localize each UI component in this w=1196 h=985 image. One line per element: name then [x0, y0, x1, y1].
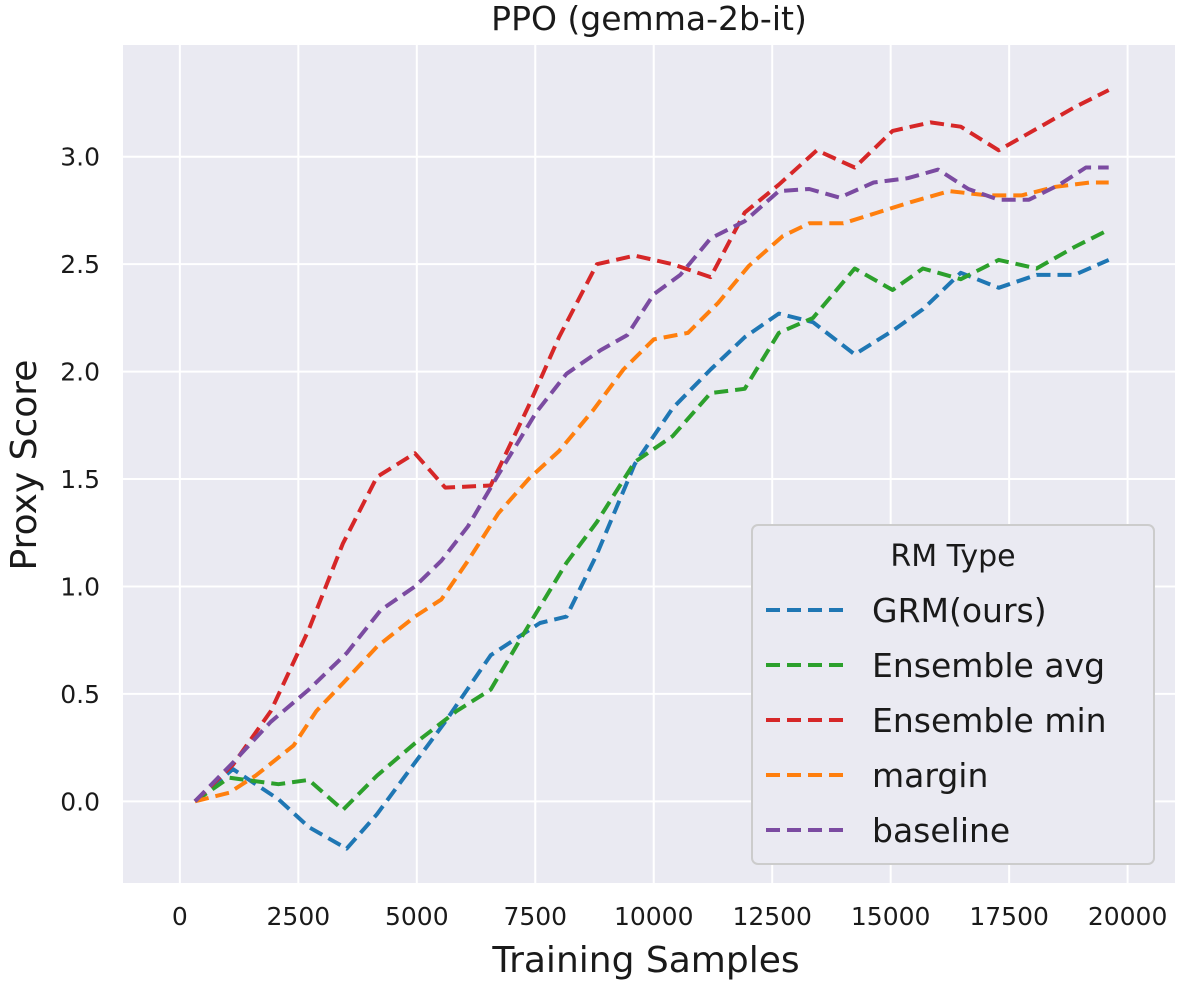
x-tick-label: 17500	[969, 902, 1049, 931]
y-tick-labels: 0.0 0.5 1.0 1.5 2.0 2.5 3.0	[60, 143, 100, 817]
x-tick-label: 2500	[267, 902, 331, 931]
y-tick-label: 1.5	[60, 465, 100, 494]
legend-title: RM Type	[890, 539, 1015, 574]
legend-label: Ensemble avg	[872, 646, 1105, 685]
y-tick-label: 0.5	[60, 680, 100, 709]
legend: RM Type GRM(ours) Ensemble avg Ensemble mi…	[751, 524, 1155, 865]
y-tick-label: 1.0	[60, 572, 100, 601]
x-tick-label: 0	[172, 902, 188, 931]
x-tick-label: 10000	[614, 902, 694, 931]
legend-box	[751, 524, 1155, 865]
x-axis-label: Training Samples	[491, 940, 799, 981]
x-tick-label: 12500	[732, 902, 812, 931]
series-line-margin	[194, 180, 1109, 804]
series-line-grm-ours	[193, 258, 1110, 851]
legend-entries: GRM(ours) Ensemble avg Ensemble min margin b…	[766, 591, 1107, 850]
y-tick-label: 2.5	[60, 250, 100, 279]
series-line-ensemble-min	[193, 88, 1110, 803]
legend-label: baseline	[872, 811, 1010, 850]
x-tick-label: 20000	[1088, 902, 1168, 931]
y-tick-label: 0.0	[60, 787, 100, 816]
series-lines	[193, 88, 1110, 851]
series-line-baseline	[193, 165, 1109, 803]
x-tick-label: 5000	[385, 902, 449, 931]
x-tick-labels: 0 2500 5000 7500 10000 12500 15000 17500 20000	[172, 902, 1167, 931]
chart-title: PPO (gemma-2b-it)	[491, 0, 807, 38]
legend-label: Ensemble min	[872, 701, 1107, 740]
y-axis-label: Proxy Score	[4, 360, 45, 571]
x-tick-label: 7500	[503, 902, 567, 931]
y-tick-label: 3.0	[60, 143, 100, 172]
y-tick-label: 2.0	[60, 358, 100, 387]
legend-label: margin	[872, 756, 988, 795]
x-tick-label: 15000	[851, 902, 931, 931]
legend-label: GRM(ours)	[872, 591, 1047, 630]
series-line-ensemble-avg	[193, 228, 1110, 812]
